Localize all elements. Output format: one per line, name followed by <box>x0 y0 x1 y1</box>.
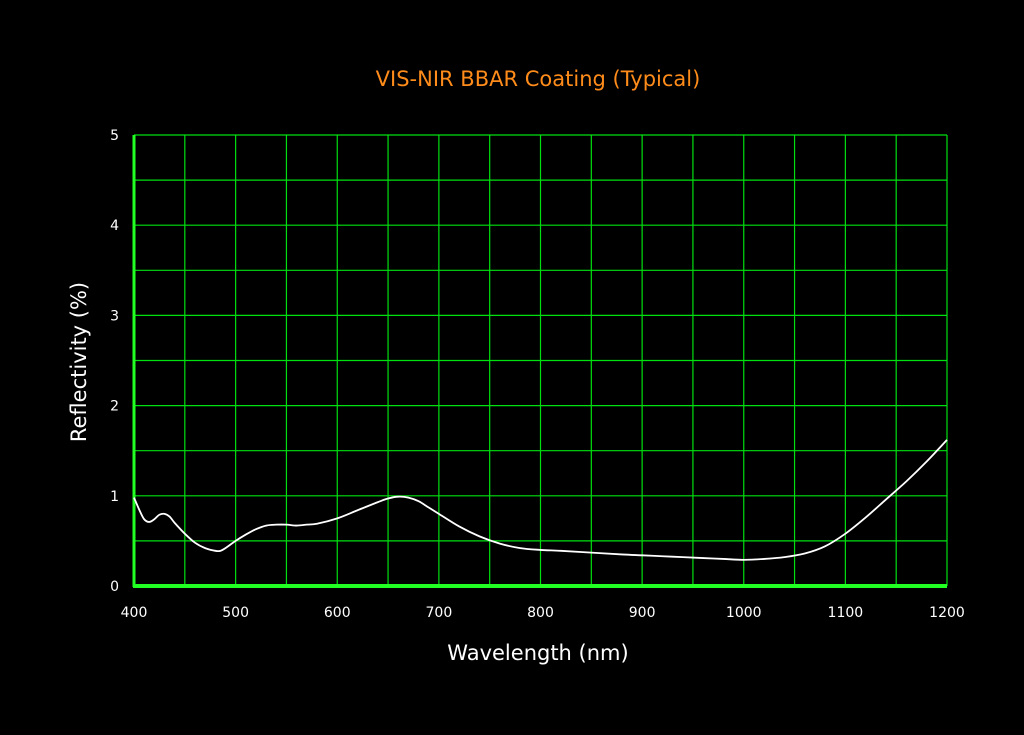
y-tick-label: 5 <box>110 128 119 144</box>
axes <box>132 135 947 588</box>
x-tick-label: 700 <box>426 605 453 621</box>
y-tick-label: 2 <box>110 399 119 415</box>
x-tick-label: 1200 <box>929 605 965 621</box>
y-tick-label: 0 <box>110 579 119 595</box>
reflectivity-curve <box>133 439 948 561</box>
tick-labels: 400 500 600 700 800 900 1000 1100 1200 0 1 2 3 4 5 <box>110 128 965 621</box>
x-tick-label: 400 <box>121 605 148 621</box>
x-tick-label: 900 <box>629 605 656 621</box>
y-tick-label: 4 <box>110 218 119 234</box>
x-tick-label: 600 <box>324 605 351 621</box>
x-tick-label: 1100 <box>828 605 864 621</box>
y-tick-label: 1 <box>110 489 119 505</box>
y-tick-label: 3 <box>110 308 119 324</box>
x-axis-label: Wavelength (nm) <box>447 641 628 665</box>
x-tick-label: 1000 <box>726 605 762 621</box>
y-axis-label: Reflectivity (%) <box>67 282 91 442</box>
grid <box>134 134 948 586</box>
series-layer <box>133 439 948 561</box>
x-tick-label: 800 <box>527 605 554 621</box>
chart-title: VIS-NIR BBAR Coating (Typical) <box>376 67 701 91</box>
x-tick-label: 500 <box>222 605 249 621</box>
